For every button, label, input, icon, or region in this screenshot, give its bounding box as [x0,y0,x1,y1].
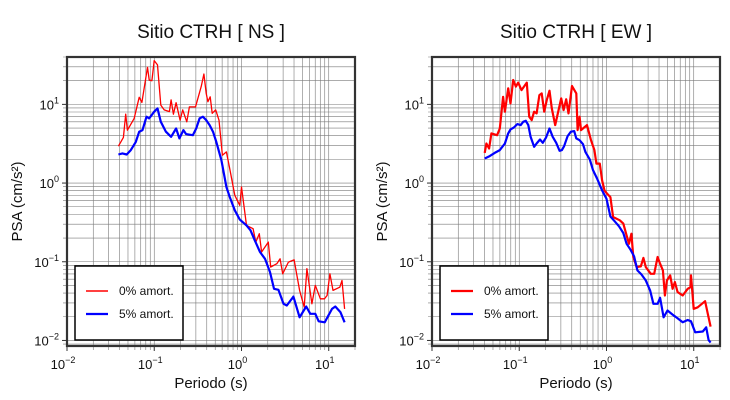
x-tick-label: 10−2 [51,355,76,372]
x-tick-label-base: 10 [503,357,517,372]
x-tick-label: 101 [315,355,334,372]
x-tick-label-base: 10 [228,357,242,372]
x-tick-label-base: 10 [416,357,430,372]
plot-frame [430,55,722,348]
y-axis-label: PSA (cm/s²) [9,161,26,241]
y-tick-label-base: 10 [399,333,413,348]
grid [428,56,721,350]
x-tick-label-base: 10 [593,357,607,372]
x-tick-label: 10−1 [503,355,528,372]
y-tick-label: 10−1 [399,253,424,270]
y-tick-label: 10−1 [34,253,59,270]
x-tick-label-exp: 1 [329,355,334,365]
chart-title: Sitio CTRH [ NS ] [137,22,285,43]
y-tick-label-exp: 1 [419,95,424,105]
legend: 0% amort. 5% amort. [74,265,184,341]
y-axis-label: PSA (cm/s²) [374,161,391,241]
y-tick-label: 100 [405,174,424,191]
series-line-0pct [117,59,346,309]
y-tick-label: 101 [405,95,424,112]
legend-label: 0% amort. [119,284,174,298]
legend-box [439,265,549,341]
x-tick-label-base: 10 [51,357,65,372]
x-tick-label: 10−2 [416,355,441,372]
y-tick-label-exp: −1 [414,253,424,263]
x-tick-label-exp: 1 [694,355,699,365]
y-tick-label: 100 [40,174,59,191]
legend-label: 0% amort. [484,284,539,298]
y-tick-label-exp: 0 [419,174,424,184]
x-axis-label: Periodo (s) [174,375,247,392]
x-tick-label-exp: −1 [152,355,162,365]
y-tick-label-exp: −1 [49,253,59,263]
y-tick-label-exp: 0 [54,174,59,184]
x-tick-label-base: 10 [138,357,152,372]
x-axis-label: Periodo (s) [539,375,612,392]
y-tick-label: 101 [40,95,59,112]
y-tick-label-exp: 1 [54,95,59,105]
x-tick-label-exp: −2 [430,355,440,365]
x-tick-label-base: 10 [315,357,329,372]
legend: 0% amort. 5% amort. [439,265,549,341]
y-tick-label: 10−2 [34,331,59,348]
x-tick-label-exp: 0 [242,355,247,365]
y-tick-label-base: 10 [40,97,54,112]
x-tick-label: 100 [593,355,612,372]
y-tick-label-base: 10 [40,176,54,191]
plot-frame [65,55,357,348]
y-tick-label-base: 10 [405,176,419,191]
series-line-5pct [484,119,712,344]
legend-box [74,265,184,341]
series-line-0pct [483,78,712,327]
y-tick-label-exp: −2 [414,331,424,341]
legend-label: 5% amort. [119,307,174,321]
x-tick-label: 101 [680,355,699,372]
x-tick-label-exp: −2 [65,355,75,365]
y-tick-label-base: 10 [405,97,419,112]
x-tick-label: 100 [228,355,247,372]
x-tick-label: 10−1 [138,355,163,372]
x-tick-label-exp: −1 [517,355,527,365]
y-tick-label-base: 10 [34,333,48,348]
y-tick-label-base: 10 [34,255,48,270]
y-tick-label: 10−2 [399,331,424,348]
chart-title: Sitio CTRH [ EW ] [500,22,652,43]
x-tick-label-base: 10 [680,357,694,372]
legend-label: 5% amort. [484,307,539,321]
series-line-5pct [118,107,346,324]
y-tick-label-base: 10 [399,255,413,270]
y-tick-label-exp: −2 [49,331,59,341]
x-tick-label-exp: 0 [607,355,612,365]
